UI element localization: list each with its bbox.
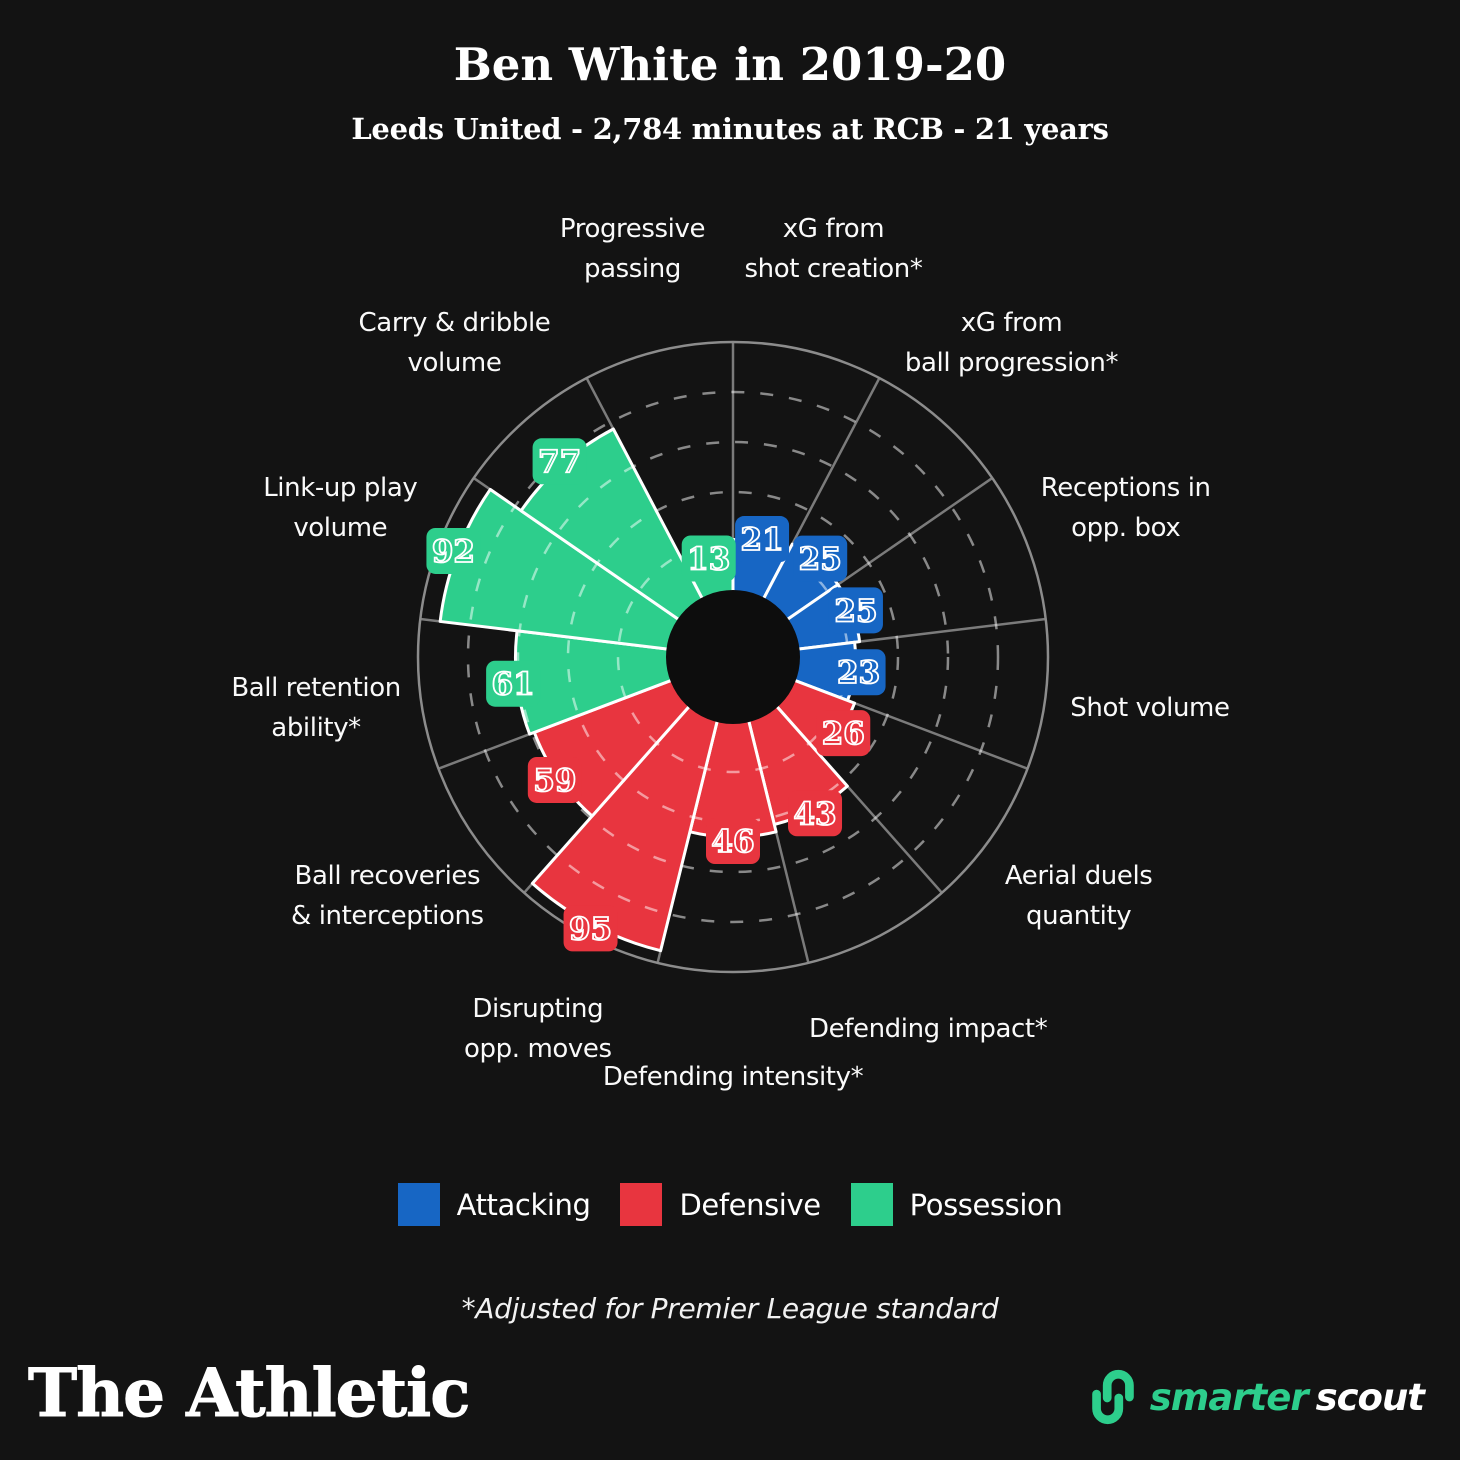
- sector-label: xG from ball progression*: [904, 303, 1119, 383]
- sector-label-line: opp. moves: [464, 1033, 612, 1064]
- sector-value-chip: [816, 710, 871, 757]
- sector-label: Disrupting opp. moves: [464, 989, 612, 1069]
- sector-value: 23: [837, 655, 880, 691]
- sector-label: Defending impact*: [809, 1009, 1048, 1049]
- sector-value: 61: [492, 667, 535, 703]
- sector-label: Carry & dribble volume: [359, 303, 551, 383]
- legend-label: Possession: [909, 1187, 1063, 1222]
- sector-label-line: Carry & dribble: [358, 307, 551, 338]
- sector-label-line: ability*: [271, 712, 361, 743]
- legend-label: Defensive: [679, 1187, 821, 1222]
- sector-label-line: ball progression*: [904, 347, 1119, 378]
- sector-label-line: Disrupting: [472, 993, 604, 1024]
- chart-legend: Attacking Defensive Possession: [0, 1183, 1460, 1226]
- smarterscout-logo: smarter scout: [1084, 1368, 1425, 1426]
- sector-label-line: & interceptions: [290, 900, 484, 931]
- sector-label-line: quantity: [1026, 900, 1132, 931]
- smarterscout-loops-icon: [1091, 1370, 1134, 1424]
- sector-value: 25: [834, 593, 877, 629]
- sector-label: Aerial duels quantity: [1005, 856, 1153, 936]
- sector-value: 92: [432, 534, 475, 570]
- sector-label-line: xG from: [782, 214, 885, 245]
- sector-label-line: Aerial duels: [1004, 860, 1153, 891]
- sector-label-line: opp. box: [1071, 513, 1181, 544]
- sector-value-chip: [788, 790, 843, 837]
- possession-swatch-icon: [850, 1183, 893, 1226]
- grid-circle: [516, 440, 950, 874]
- sector-label-line: xG from: [960, 307, 1063, 338]
- sector-value-chip: [831, 649, 886, 696]
- sector-label-line: Receptions in: [1040, 473, 1211, 504]
- page-title: Ben White in 2019-20: [453, 38, 1007, 91]
- sector-value-chip: [563, 905, 618, 952]
- sector-label-line: passing: [584, 254, 681, 285]
- legend-item-attacking: Attacking: [397, 1183, 591, 1226]
- sector-label: Ball retention ability*: [231, 668, 401, 748]
- grid-circle: [566, 490, 900, 824]
- legend-item-defensive: Defensive: [620, 1183, 821, 1226]
- sector-value-chip: [681, 535, 736, 582]
- smarterscout-wordmark-secondary: scout: [1315, 1375, 1425, 1419]
- sector-value-chip: [532, 438, 587, 485]
- sector-value: 77: [538, 444, 581, 480]
- sector-label-line: Defending intensity*: [602, 1062, 864, 1092]
- sector-label-line: volume: [407, 347, 502, 378]
- sector-label: Ball recoveries & interceptions: [291, 856, 484, 936]
- sector-label-line: Progressive: [559, 214, 706, 245]
- sector-label: Link-up play volume: [263, 468, 418, 548]
- sector-label: Defending intensity*: [602, 1057, 864, 1097]
- sector-label-line: Link-up play: [263, 473, 418, 504]
- sector-value: 26: [822, 716, 865, 752]
- sector-value: 95: [569, 911, 612, 947]
- legend-item-possession: Possession: [850, 1183, 1063, 1226]
- sector-label-line: Defending impact*: [809, 1013, 1048, 1044]
- attacking-swatch-icon: [397, 1183, 440, 1226]
- sector-label-line: volume: [293, 513, 388, 544]
- sector-label: xG from shot creation*: [745, 209, 923, 289]
- sector-value: 43: [793, 796, 836, 832]
- sector-value: 25: [799, 542, 842, 578]
- sector-value-chip: [793, 535, 848, 582]
- sector-value-chip: [486, 660, 541, 707]
- sector-value-chip: [527, 756, 582, 803]
- legend-label: Attacking: [456, 1187, 591, 1222]
- sector-value: 59: [533, 763, 576, 799]
- center-hole: [666, 590, 800, 724]
- sector-label-line: Ball retention: [231, 672, 401, 703]
- sector-value-chip: [735, 516, 790, 563]
- sector-value-chip: [426, 527, 481, 574]
- sector-label-line: Shot volume: [1070, 692, 1230, 723]
- sector-label: Shot volume: [1070, 688, 1230, 728]
- grid-circle: [466, 390, 1000, 924]
- smarterscout-wordmark-primary: smarter: [1149, 1375, 1309, 1419]
- sector-value-chip: [706, 818, 760, 864]
- sector-value: 13: [687, 541, 730, 577]
- sector-label-line: Ball recoveries: [294, 860, 481, 891]
- the-athletic-logo: The Athletic: [27, 1354, 470, 1432]
- defensive-swatch-icon: [620, 1183, 663, 1226]
- value-chips: 21 25 25 23 26 43 46 95 59 61 92 77 13: [426, 438, 886, 952]
- page-subtitle: Leeds United - 2,784 minutes at RCB - 21…: [351, 112, 1109, 146]
- sector-label-line: shot creation*: [744, 254, 923, 285]
- sector-label: Progressive passing: [559, 209, 706, 289]
- sector-value: 21: [741, 522, 784, 558]
- sector-value-chip: [828, 587, 883, 634]
- sector-label: Receptions in opp. box: [1041, 468, 1211, 548]
- outer-circle: [416, 340, 1050, 974]
- sector-value: 46: [711, 824, 754, 860]
- footnote: *Adjusted for Premier League standard: [461, 1292, 999, 1325]
